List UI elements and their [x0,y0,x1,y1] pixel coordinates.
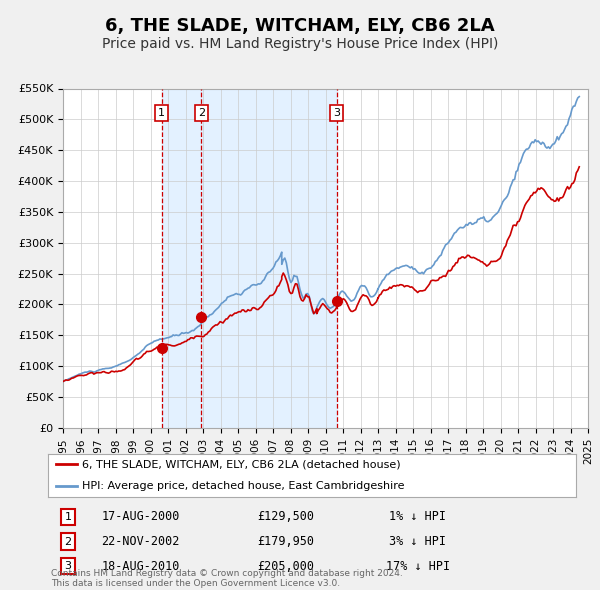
Text: 2: 2 [65,536,71,546]
Text: 1: 1 [158,108,165,118]
Text: £205,000: £205,000 [257,560,314,573]
Text: Price paid vs. HM Land Registry's House Price Index (HPI): Price paid vs. HM Land Registry's House … [102,37,498,51]
Text: 1: 1 [65,512,71,522]
Text: 6, THE SLADE, WITCHAM, ELY, CB6 2LA (detached house): 6, THE SLADE, WITCHAM, ELY, CB6 2LA (det… [82,460,401,470]
Text: 3% ↓ HPI: 3% ↓ HPI [389,535,446,548]
Bar [201,88,337,428]
Text: 17-AUG-2000: 17-AUG-2000 [101,510,179,523]
Text: 3: 3 [65,561,71,571]
Text: £179,950: £179,950 [257,535,314,548]
Text: 3: 3 [333,108,340,118]
Text: 1% ↓ HPI: 1% ↓ HPI [389,510,446,523]
Text: 6, THE SLADE, WITCHAM, ELY, CB6 2LA: 6, THE SLADE, WITCHAM, ELY, CB6 2LA [105,17,495,35]
Text: 22-NOV-2002: 22-NOV-2002 [101,535,179,548]
Text: £129,500: £129,500 [257,510,314,523]
Text: 2: 2 [197,108,205,118]
Text: 17% ↓ HPI: 17% ↓ HPI [386,560,449,573]
Text: HPI: Average price, detached house, East Cambridgeshire: HPI: Average price, detached house, East… [82,481,405,491]
Text: Contains HM Land Registry data © Crown copyright and database right 2024.
This d: Contains HM Land Registry data © Crown c… [51,569,403,588]
Bar [161,88,201,428]
Text: 18-AUG-2010: 18-AUG-2010 [101,560,179,573]
